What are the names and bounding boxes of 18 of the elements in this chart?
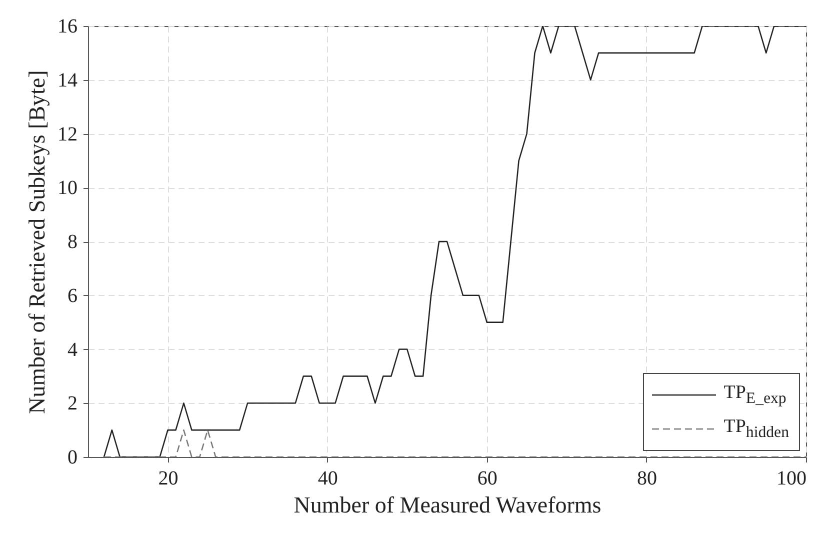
x-tick-label: 100 xyxy=(776,468,806,490)
legend-label: TP$_{E_exp}$ xyxy=(724,382,786,408)
y-tick-label: 0 xyxy=(68,446,78,468)
y-tick-label: 6 xyxy=(68,284,78,307)
x-tick-label: 80 xyxy=(636,468,657,490)
y-tick-label: 12 xyxy=(58,123,78,146)
x-tick-label: 60 xyxy=(477,468,498,490)
y-tick-label: 4 xyxy=(68,338,78,361)
y-tick-label: 2 xyxy=(68,392,78,415)
x-axis-title: Number of Measured Waveforms xyxy=(294,492,602,518)
legend-label: TP$_{hidden}$ xyxy=(724,416,789,442)
y-tick-label: 8 xyxy=(68,231,78,253)
x-tick-label: 20 xyxy=(158,468,178,490)
y-tick-label: 14 xyxy=(58,69,78,92)
x-tick-label: 40 xyxy=(318,468,338,490)
y-axis-title: Number of Retrieved Subkeys [Byte] xyxy=(24,70,50,414)
y-tick-label: 10 xyxy=(58,177,78,200)
y-tick-label: 16 xyxy=(58,16,78,38)
